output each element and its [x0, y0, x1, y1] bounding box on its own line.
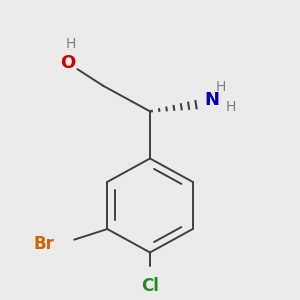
Text: H: H	[215, 80, 226, 94]
Text: Cl: Cl	[141, 277, 159, 295]
Text: H: H	[65, 37, 76, 51]
Text: O: O	[60, 54, 75, 72]
Text: H: H	[226, 100, 236, 114]
Text: N: N	[204, 91, 219, 109]
Text: Br: Br	[33, 235, 54, 253]
